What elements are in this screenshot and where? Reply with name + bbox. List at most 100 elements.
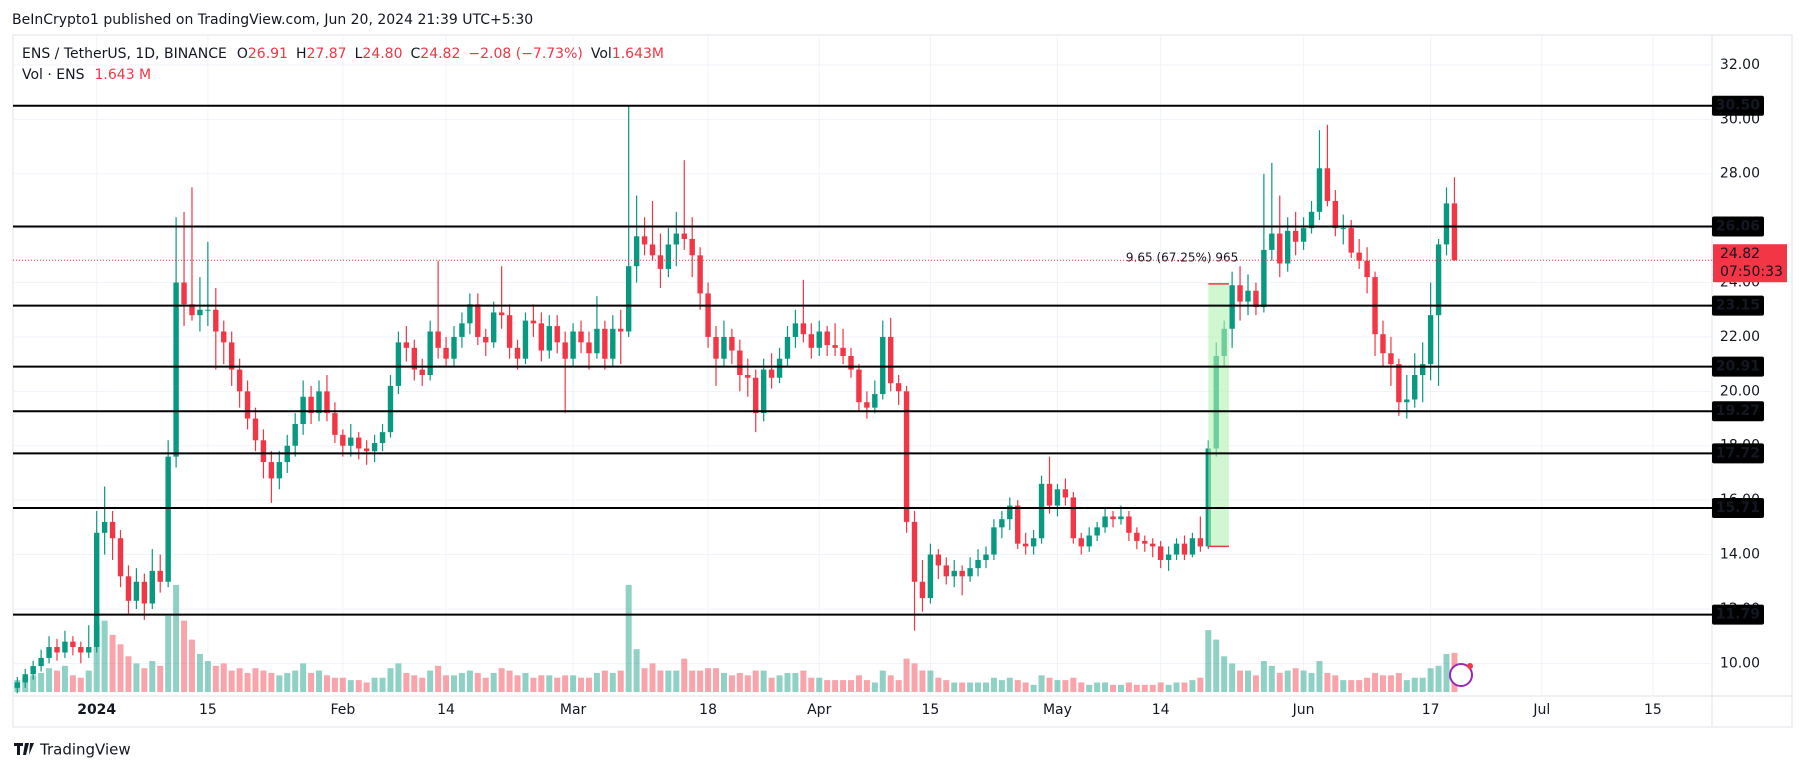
candle-body: [1396, 364, 1402, 403]
volume-bar: [451, 675, 457, 692]
volume-bar: [649, 663, 656, 692]
volume-bar: [1356, 680, 1363, 692]
volume-bar: [601, 670, 608, 692]
candle-body: [340, 434, 346, 446]
candle-body: [657, 255, 664, 269]
volume-bar: [1340, 680, 1347, 692]
volume-bar: [951, 682, 958, 692]
volume-bar: [379, 677, 386, 692]
volume-bar: [1149, 684, 1156, 692]
candle-body: [189, 304, 195, 316]
candle-body: [173, 282, 179, 457]
candle-body: [46, 647, 52, 658]
alert-icon: [1449, 663, 1473, 687]
candle-body: [1427, 315, 1434, 365]
candle-body: [1412, 375, 1418, 400]
volume-bar: [776, 675, 783, 692]
candle-body: [625, 266, 632, 332]
candle-body: [959, 570, 965, 577]
candle-body: [205, 309, 211, 311]
volume-bar: [220, 663, 227, 692]
candle-body: [514, 347, 521, 359]
legend-key: C: [411, 46, 421, 62]
volume-bar: [77, 677, 84, 692]
level-tag: [1712, 356, 1764, 377]
volume-bar: [157, 665, 164, 692]
candle-body: [1189, 538, 1196, 555]
candle-body: [244, 391, 251, 419]
candle-body: [633, 236, 640, 267]
level-tag: [1712, 401, 1764, 422]
candle-body: [1356, 252, 1362, 261]
volume-bar: [173, 584, 180, 692]
volume-bar: [760, 670, 767, 692]
volume-bar: [1078, 682, 1085, 692]
volume-bar: [506, 670, 513, 692]
candle-body: [491, 312, 497, 343]
candle-body: [983, 554, 989, 560]
volume-bar: [959, 682, 966, 692]
candle-body: [1126, 516, 1132, 533]
volume-bar: [625, 584, 632, 692]
level-label: 19.27: [1716, 403, 1760, 419]
x-tick-label: 2024: [77, 702, 116, 718]
candle-body: [999, 519, 1005, 528]
volume-bar: [840, 680, 847, 692]
candle-body: [554, 326, 560, 343]
level-label: 15.71: [1716, 500, 1760, 516]
candle-body: [149, 570, 155, 604]
volume-bar: [149, 661, 156, 692]
candle-body: [1086, 535, 1092, 547]
candle-body: [705, 293, 711, 337]
x-tick-label: Jun: [1292, 702, 1315, 718]
legend-key: L: [355, 46, 363, 62]
candle-body: [935, 554, 942, 566]
candle-body: [54, 647, 60, 653]
volume-bar: [1054, 680, 1061, 692]
volume-bar: [816, 677, 823, 692]
candle-body: [1245, 290, 1251, 302]
volume-bar: [1276, 672, 1283, 692]
volume-bar: [736, 672, 743, 692]
chart-frame: [12, 34, 1793, 728]
volume-bar: [1094, 682, 1101, 692]
candle-body: [324, 391, 330, 414]
candle-body: [943, 565, 949, 577]
candle-body: [459, 323, 465, 337]
x-tick-label: 18: [699, 702, 717, 718]
volume-bar: [728, 675, 735, 692]
legend-key: Vol: [591, 46, 612, 62]
volume-bar: [1141, 684, 1148, 692]
volume-bar: [935, 677, 942, 692]
volume-bar: [411, 675, 418, 692]
candle-body: [387, 385, 394, 433]
volume-bar: [1205, 630, 1212, 692]
candle-body: [157, 570, 163, 582]
volume-bar: [125, 656, 132, 692]
volume-bar: [1022, 682, 1029, 692]
volume-bar: [109, 634, 116, 692]
candle-body: [252, 418, 259, 441]
volume-bar: [641, 668, 648, 692]
candle-body: [117, 538, 124, 577]
candle-body: [236, 369, 243, 392]
footer-logo: TradingView: [14, 741, 131, 759]
candle-body: [967, 568, 973, 577]
level-tag: [1712, 216, 1764, 237]
volume-bar: [1117, 684, 1124, 692]
candle-body: [427, 331, 433, 376]
volume-bar: [887, 675, 894, 692]
candle-body: [824, 331, 830, 346]
volume-bar: [308, 672, 315, 692]
volume-bar: [181, 620, 188, 692]
volume-bar: [466, 670, 473, 692]
candle-body: [395, 342, 402, 386]
volume-bar: [236, 668, 243, 692]
volume-bar: [1260, 661, 1267, 692]
volume-bar: [1110, 684, 1117, 692]
candle-body: [975, 559, 981, 569]
volume-bar: [371, 677, 378, 692]
candle-body: [1150, 543, 1156, 547]
volume-bar: [117, 644, 124, 692]
